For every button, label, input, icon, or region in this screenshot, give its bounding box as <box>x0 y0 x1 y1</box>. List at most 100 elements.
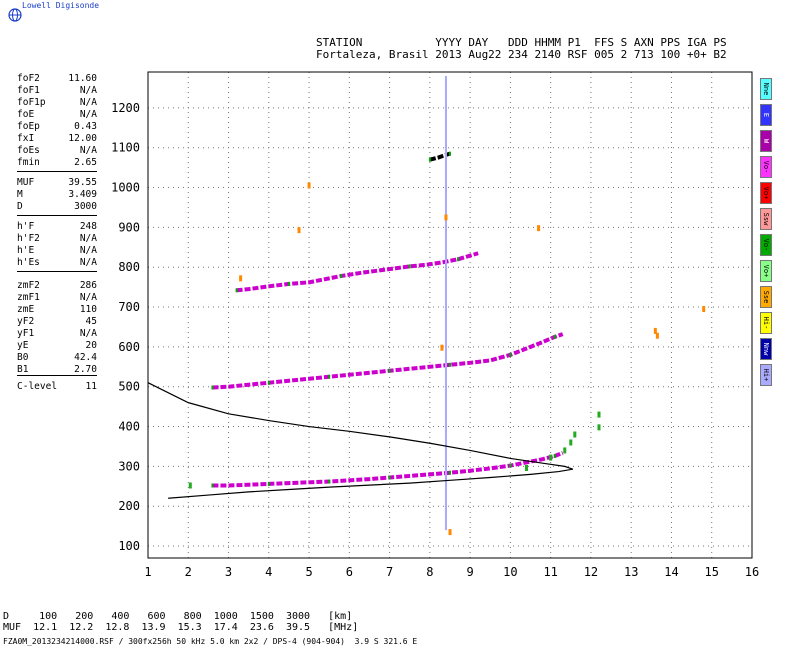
param-name: h'E <box>17 245 35 256</box>
legend-label: Nnw <box>762 342 770 356</box>
param-value: N/A <box>79 292 97 303</box>
y-tick-label: 600 <box>118 340 140 354</box>
legend-label: W <box>762 138 770 144</box>
param-value: 0.43 <box>74 121 97 132</box>
echo-point <box>328 374 331 379</box>
legend-tab: Ssw <box>760 208 772 230</box>
station-header-values: Fortaleza, Brasil 2013 Aug22 234 2140 RS… <box>316 48 727 61</box>
y-tick-label: 900 <box>118 220 140 234</box>
param-row: foEp 0.43 <box>17 121 97 133</box>
echo-point <box>509 463 512 468</box>
param-row: h'Es N/A <box>17 257 97 269</box>
param-row: h'E N/A <box>17 245 97 257</box>
y-tick-label: 300 <box>118 459 140 473</box>
x-tick-label: 13 <box>624 565 638 579</box>
param-value: N/A <box>79 97 97 108</box>
legend-label: Vo+ <box>762 264 770 278</box>
legend-label: Vo- <box>762 238 770 252</box>
echo-traces <box>147 75 706 536</box>
legend-tab: Sse <box>760 286 772 308</box>
param-row: D 3000 <box>17 201 97 213</box>
param-row: B0 42.4 <box>17 352 97 364</box>
echo-point <box>211 385 214 390</box>
x-tick-label: 12 <box>584 565 598 579</box>
muf-table-muf-row: MUF 12.1 12.2 12.8 13.9 15.3 17.4 23.6 3… <box>3 622 359 633</box>
x-tick-label: 11 <box>543 565 557 579</box>
param-value: 11 <box>85 381 97 392</box>
echo-point <box>563 447 567 454</box>
legend-tab: Nne <box>760 78 772 100</box>
y-tick-label: 400 <box>118 420 140 434</box>
echo-point <box>444 214 448 221</box>
echo-point <box>655 332 659 339</box>
legend-label: Sse <box>762 290 770 304</box>
param-name: zmF2 <box>17 280 40 291</box>
globe-icon <box>8 8 22 22</box>
axis-ticks: 1 2 3 4 5 6 7 8 9 10 11 12 13 14 15 1610020030040050060… <box>111 101 759 579</box>
param-name: B1 <box>17 364 29 375</box>
param-separator <box>17 375 97 376</box>
legend-label: Hi+ <box>762 368 770 382</box>
param-row: yE 20 <box>17 340 97 352</box>
echo-point <box>340 273 343 278</box>
y-tick-label: 1000 <box>111 181 140 195</box>
param-name: MUF <box>17 177 35 188</box>
legend-tab: Vo- <box>760 234 772 256</box>
echo-point <box>449 362 451 367</box>
echo-point <box>448 529 452 536</box>
grid-lines <box>148 72 752 558</box>
echo-point <box>553 334 556 339</box>
y-tick-label: 100 <box>118 539 140 553</box>
y-tick-label: 1200 <box>111 101 140 115</box>
x-tick-label: 14 <box>664 565 678 579</box>
param-name: zmE <box>17 304 35 315</box>
echo-point <box>267 481 270 486</box>
file-info: FZA0M_2013234214000.RSF / 300fx256h 50 k… <box>3 637 418 646</box>
param-row: yF2 45 <box>17 316 97 328</box>
param-value: 20 <box>85 340 97 351</box>
x-tick-label: 2 <box>185 565 192 579</box>
param-name: zmF1 <box>17 292 40 303</box>
echo-point <box>449 151 451 156</box>
param-name: foE <box>17 109 35 120</box>
echo-point <box>428 157 431 162</box>
echo-point <box>235 288 238 293</box>
param-value: N/A <box>79 233 97 244</box>
param-row: B1 2.70 <box>17 364 97 376</box>
echo-point <box>457 257 460 262</box>
param-value: 2.65 <box>74 157 97 168</box>
brand-label: Lowell Digisonde <box>22 1 100 10</box>
param-name: foF2 <box>17 73 40 84</box>
echo-point <box>307 182 311 189</box>
param-name: foEp <box>17 121 40 132</box>
param-name: yF1 <box>17 328 35 339</box>
param-name: B0 <box>17 352 29 363</box>
echo-point <box>408 264 411 269</box>
x-tick-label: 10 <box>503 565 517 579</box>
param-value: 3.409 <box>68 189 97 200</box>
echo-point <box>239 275 243 282</box>
param-row: foE N/A <box>17 109 97 121</box>
x-tick-label: 8 <box>426 565 433 579</box>
y-tick-label: 200 <box>118 499 140 513</box>
param-value: 42.4 <box>74 352 97 363</box>
echo-point <box>328 479 331 484</box>
legend-tab: Hi+ <box>760 364 772 386</box>
echo-point <box>388 368 391 373</box>
param-row: C-level 11 <box>17 381 97 393</box>
echo-point <box>267 380 270 385</box>
param-name: h'Es <box>17 257 40 268</box>
x-tick-label: 1 <box>144 565 151 579</box>
station-header-labels: STATION YYYY DAY DDD HHMM P1 FFS S AXN P… <box>316 36 727 49</box>
param-row: zmF1 N/A <box>17 292 97 304</box>
param-name: yF2 <box>17 316 35 327</box>
echo-point <box>188 482 192 489</box>
param-name: fxI <box>17 133 35 144</box>
echo-point <box>388 475 391 480</box>
model-profile-line <box>147 382 574 499</box>
param-value: 3000 <box>74 201 97 212</box>
echo-point <box>597 411 601 418</box>
param-row: yF1 N/A <box>17 328 97 340</box>
plot-frame <box>147 71 753 559</box>
